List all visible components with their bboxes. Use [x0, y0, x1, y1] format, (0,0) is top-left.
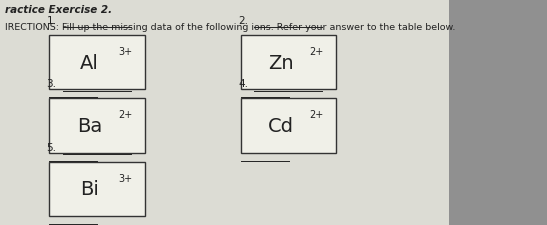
Text: Bi: Bi	[80, 180, 99, 198]
Text: Ba: Ba	[77, 117, 102, 135]
Bar	[49, 36, 145, 90]
Text: 5.: 5.	[46, 142, 56, 152]
Bar	[449, 0, 547, 225]
Text: 2.: 2.	[238, 16, 248, 26]
Text: 3+: 3+	[118, 173, 132, 183]
Text: 2+: 2+	[310, 47, 324, 57]
Text: 1.: 1.	[46, 16, 56, 26]
Text: Zn: Zn	[268, 54, 294, 72]
Bar	[49, 162, 145, 216]
Text: 3+: 3+	[118, 47, 132, 57]
Bar	[49, 99, 145, 153]
Bar	[241, 36, 336, 90]
Bar	[241, 99, 336, 153]
Text: Al: Al	[80, 54, 99, 72]
Text: Cd: Cd	[268, 117, 294, 135]
Text: 2+: 2+	[118, 110, 132, 120]
Bar	[0, 0, 449, 225]
Text: 2+: 2+	[310, 110, 324, 120]
Text: ractice Exercise 2.: ractice Exercise 2.	[5, 4, 113, 14]
Text: IRECTIONS: Fill up the missing data of the following ions. Refer your answer to : IRECTIONS: Fill up the missing data of t…	[5, 22, 456, 32]
Text: 4.: 4.	[238, 79, 248, 89]
Text: 3.: 3.	[46, 79, 56, 89]
